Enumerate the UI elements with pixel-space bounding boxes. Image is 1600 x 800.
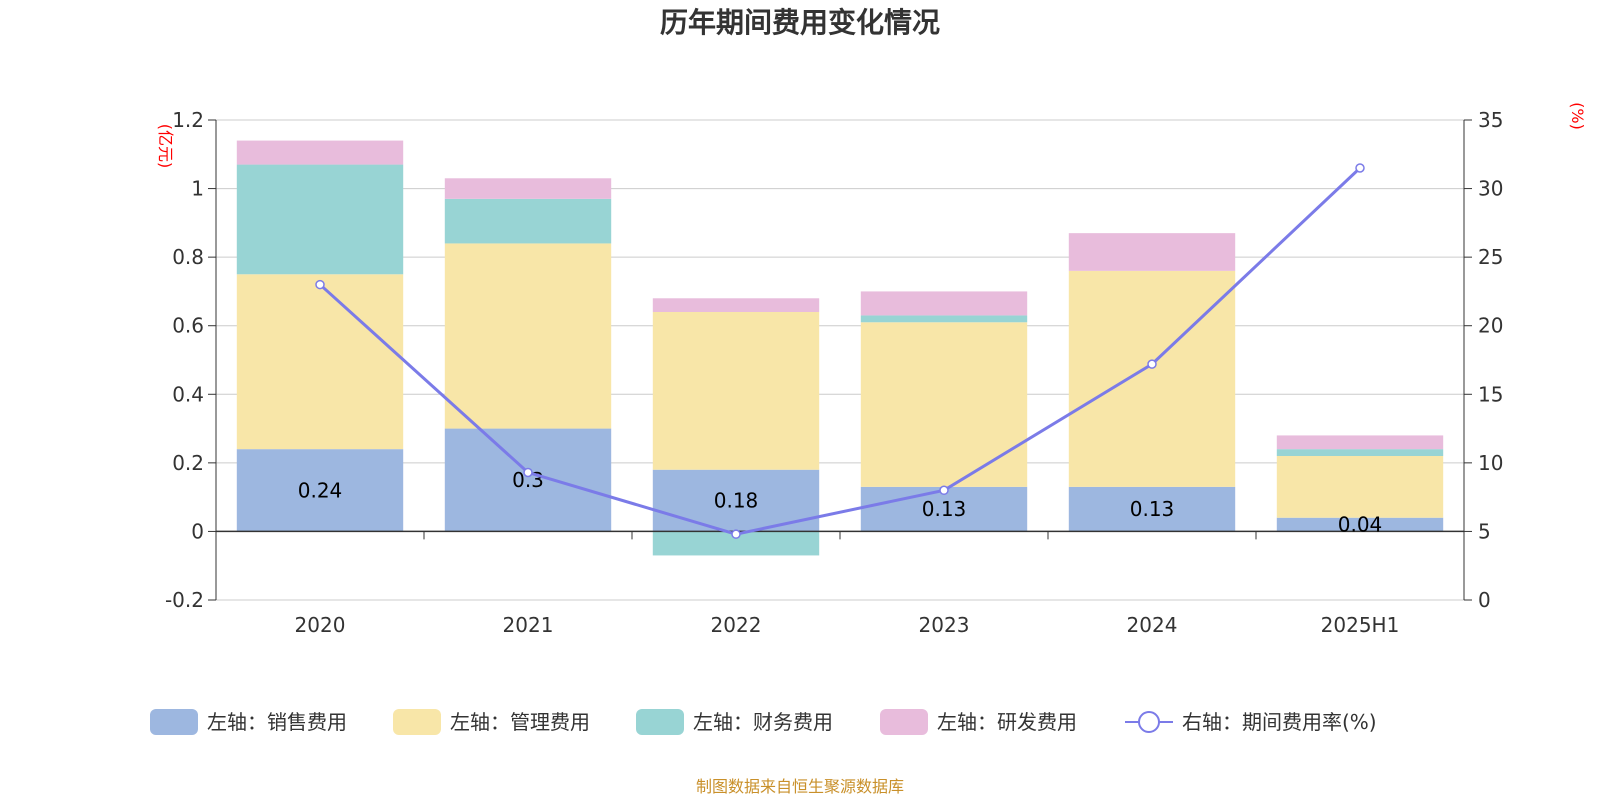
- legend-label: 左轴：研发费用: [937, 710, 1077, 734]
- bar-segment: [652, 298, 820, 312]
- bar-segment: [236, 274, 404, 450]
- bar-segment: [652, 312, 820, 470]
- gridlines: [216, 119, 1464, 601]
- rate-line-path: [318, 166, 1362, 536]
- bar-segment: [444, 428, 612, 532]
- legend-label: 左轴：管理费用: [450, 710, 590, 734]
- data-label: 0.13: [922, 497, 967, 521]
- bar-segment: [1068, 270, 1236, 487]
- x-tick-label: 2020: [295, 613, 346, 637]
- bar-segment: [860, 315, 1028, 323]
- right-tick-label: 5: [1478, 519, 1491, 543]
- right-tick-label: 20: [1478, 314, 1503, 338]
- left-tick-label: 1.2: [172, 108, 204, 132]
- right-tick-label: 0: [1478, 588, 1491, 612]
- source-note: 制图数据来自恒生聚源数据库: [696, 777, 904, 796]
- legend-swatch: [880, 709, 928, 735]
- bar-segment: [444, 178, 612, 199]
- rate-point: [1355, 163, 1365, 173]
- legend: 左轴：销售费用 左轴：管理费用 左轴：财务费用 左轴：研发费用 右轴：期间费用率(%): [150, 709, 1377, 735]
- bar-segment: [236, 449, 404, 532]
- bar-segment: [444, 198, 612, 244]
- axes: -0.2 0 0.2 0.4 0.6 0.8 1 1.2 0 5 10 15 20 25 30 35 2020 2…: [165, 108, 1503, 637]
- data-label: 0.04: [1338, 513, 1383, 537]
- rate-point: [523, 467, 533, 478]
- left-tick-label: -0.2: [165, 588, 204, 612]
- left-tick-label: 0.8: [172, 245, 204, 269]
- legend-label: 右轴：期间费用率(%): [1182, 710, 1377, 734]
- legend-label: 左轴：销售费用: [207, 710, 347, 734]
- legend-swatch: [150, 709, 198, 735]
- left-axis-unit: (亿元): [156, 124, 175, 169]
- x-tick-label: 2025H1: [1321, 613, 1400, 637]
- legend-label: 左轴：财务费用: [693, 710, 833, 734]
- data-labels: 0.24 0.30.18 0.13 0.130.04: [298, 468, 1383, 537]
- chart-title: 历年期间费用变化情况: [660, 6, 940, 39]
- bar-segment: [236, 164, 404, 275]
- x-tick-label: 2022: [711, 613, 762, 637]
- data-label: 0.13: [1130, 497, 1175, 521]
- legend-swatch: [393, 709, 441, 735]
- legend-swatch: [636, 709, 684, 735]
- data-label: 0.24: [298, 478, 343, 502]
- bar-segment: [1068, 233, 1236, 271]
- right-tick-label: 25: [1478, 245, 1503, 269]
- right-tick-label: 35: [1478, 108, 1503, 132]
- bar-segment: [1068, 486, 1236, 532]
- data-label: 0.18: [714, 489, 759, 513]
- left-tick-label: 0: [191, 519, 204, 543]
- x-tick-label: 2021: [503, 613, 554, 637]
- bar-segment: [860, 322, 1028, 487]
- bar-segment: [1276, 456, 1444, 518]
- left-tick-label: 1: [191, 177, 204, 201]
- x-tick-label: 2023: [919, 613, 970, 637]
- right-tick-label: 10: [1478, 451, 1503, 475]
- legend-marker: [1138, 711, 1160, 733]
- right-tick-label: 15: [1478, 382, 1503, 406]
- bar-segment: [444, 243, 612, 429]
- rate-line: [315, 163, 1365, 539]
- bar-segment: [1276, 517, 1444, 532]
- bar-segment: [1276, 449, 1444, 456]
- rate-point: [315, 279, 325, 290]
- left-tick-label: 0.6: [172, 314, 204, 338]
- rate-point: [731, 529, 741, 539]
- bars: [236, 140, 1444, 556]
- rate-point: [939, 485, 949, 496]
- rate-point: [1147, 359, 1157, 369]
- left-tick-label: 0.2: [172, 451, 204, 475]
- bar-segment: [1276, 435, 1444, 450]
- bar-segment: [860, 291, 1028, 316]
- right-tick-label: 30: [1478, 177, 1503, 201]
- x-tick-label: 2024: [1127, 613, 1178, 637]
- left-tick-label: 0.4: [172, 382, 204, 406]
- right-axis-unit: (%): [1568, 102, 1587, 130]
- bar-segment: [236, 140, 404, 165]
